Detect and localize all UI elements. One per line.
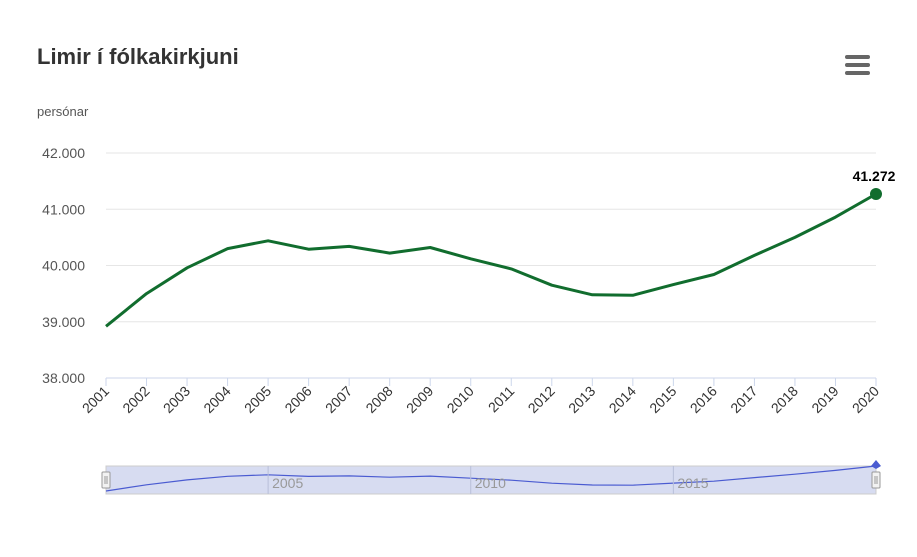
x-tick-label: 2008 bbox=[362, 383, 395, 416]
navigator-series-line bbox=[105, 465, 877, 492]
hamburger-menu-icon bbox=[845, 71, 870, 75]
y-tick-label: 39.000 bbox=[42, 314, 85, 330]
x-tick-label: 2019 bbox=[808, 383, 841, 416]
chart-title: Limir í fólkakirkjuni bbox=[37, 44, 239, 69]
navigator-right-handle[interactable] bbox=[871, 471, 881, 489]
navigator-left-handle[interactable] bbox=[101, 471, 111, 489]
x-tick-label: 2013 bbox=[565, 383, 598, 416]
y-tick-label: 41.000 bbox=[42, 201, 85, 217]
series-line bbox=[105, 192, 877, 328]
hamburger-menu-icon bbox=[845, 63, 870, 67]
x-tick-label: 2003 bbox=[160, 383, 193, 416]
x-tick-label: 2004 bbox=[200, 383, 233, 416]
x-tick-label: 2010 bbox=[444, 383, 477, 416]
y-tick-label: 42.000 bbox=[42, 145, 85, 161]
x-tick-label: 2012 bbox=[525, 383, 558, 416]
x-tick-label: 2017 bbox=[727, 383, 760, 416]
x-axis: 2001 2002 2003 2004 2005 2006 2007 2008 2009 2010… bbox=[79, 377, 882, 416]
range-navigator[interactable]: 2005 2010 2015 bbox=[101, 460, 881, 495]
x-tick-label: 2001 bbox=[79, 383, 112, 416]
x-tick-label: 2015 bbox=[646, 383, 679, 416]
grid-lines bbox=[106, 152, 876, 379]
y-axis-unit-label: persónar bbox=[37, 104, 89, 119]
x-tick-label: 2016 bbox=[687, 383, 720, 416]
navigator-label: 2005 bbox=[272, 475, 303, 491]
x-tick-label: 2009 bbox=[403, 383, 436, 416]
series-layer: 41.272 bbox=[105, 168, 896, 328]
x-tick-label: 2006 bbox=[281, 383, 314, 416]
x-tick-label: 2020 bbox=[849, 383, 882, 416]
navigator-end-marker bbox=[871, 460, 881, 469]
x-tick-label: 2002 bbox=[119, 383, 152, 416]
last-point-label: 41.272 bbox=[853, 168, 896, 184]
x-tick-label: 2011 bbox=[485, 383, 518, 416]
x-tick-label: 2007 bbox=[322, 383, 355, 416]
navigator-label: 2010 bbox=[475, 475, 506, 491]
chart-menu-button[interactable] bbox=[845, 55, 875, 81]
y-tick-label: 40.000 bbox=[42, 258, 85, 274]
y-tick-label: 38.000 bbox=[42, 370, 85, 386]
x-tick-label: 2018 bbox=[768, 383, 801, 416]
navigator-label: 2015 bbox=[677, 475, 708, 491]
x-tick-label: 2005 bbox=[241, 383, 274, 416]
x-tick-label: 2014 bbox=[606, 383, 639, 416]
hamburger-menu-icon bbox=[845, 55, 870, 59]
y-axis: 38.000 39.000 40.000 41.000 42.000 bbox=[42, 145, 85, 386]
last-data-point[interactable] bbox=[870, 187, 882, 200]
